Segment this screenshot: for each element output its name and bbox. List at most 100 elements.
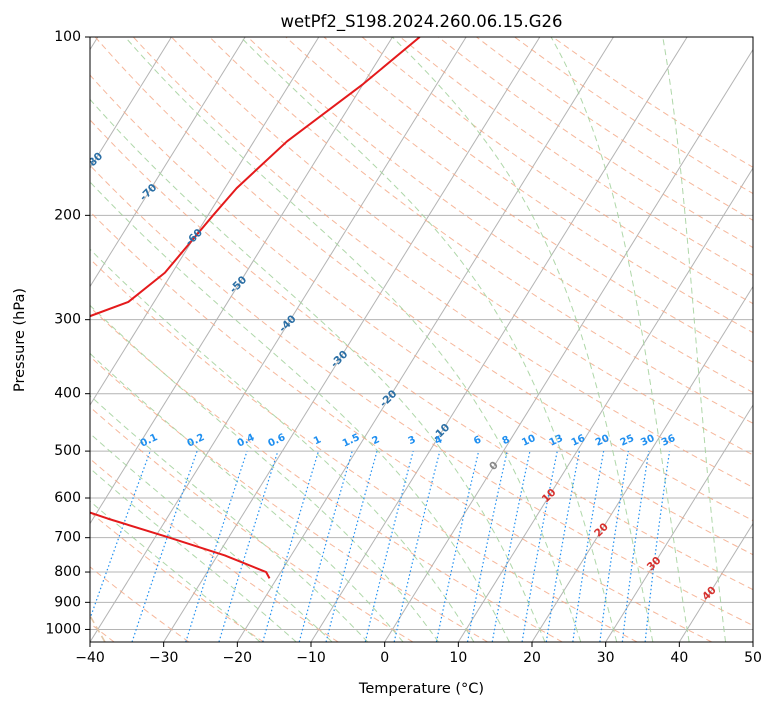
mixing-ratio-line <box>131 450 198 642</box>
moist-adiabat <box>90 304 439 642</box>
mixing-ratio-line <box>466 450 508 642</box>
isotherm-line <box>90 37 320 406</box>
plot-area <box>90 37 753 642</box>
mixing-ratio-line <box>218 450 279 642</box>
mixing-ratio-label: 20 <box>594 433 611 449</box>
mixing-ratio-line <box>644 451 671 642</box>
dry-adiabat <box>90 511 264 642</box>
mixing-ratio-line <box>298 450 353 642</box>
moist-adiabat <box>90 500 261 642</box>
mixing-ratio-label: 30 <box>639 433 656 449</box>
mixing-ratio-label: 10 <box>520 433 537 449</box>
mixing-ratio-line <box>262 450 320 642</box>
mixing-ratio-label: 13 <box>548 433 565 449</box>
mixing-ratio-label: 1 <box>312 434 323 447</box>
mixing-ratio-line <box>90 450 151 621</box>
dry-adiabat <box>90 258 638 642</box>
dry-adiabat <box>399 37 753 276</box>
moist-adiabat <box>662 37 727 642</box>
isotherm-line <box>384 48 753 642</box>
moist-adiabat <box>90 98 546 642</box>
dry-adiabat <box>94 37 753 522</box>
x-tick-label: 50 <box>744 650 762 666</box>
y-tick-label: 900 <box>54 594 81 610</box>
y-tick-label: 100 <box>54 29 81 45</box>
isotherm-line <box>90 37 246 288</box>
mixing-ratio-line <box>393 450 441 642</box>
dry-adiabat <box>285 37 753 363</box>
y-tick-label: 800 <box>54 564 81 580</box>
dry-adiabat <box>90 119 753 591</box>
mixing-ratio-line <box>599 451 629 642</box>
isotherm-line <box>236 37 614 642</box>
mixing-ratio-label: 25 <box>619 433 636 449</box>
isotherm-line <box>90 37 393 525</box>
x-tick-label: −40 <box>75 650 105 666</box>
y-tick-label: 700 <box>54 530 81 546</box>
mixing-ratio-line <box>325 450 378 642</box>
isotherm-line <box>678 522 753 642</box>
mixing-ratio-line <box>572 450 605 642</box>
mixing-ratio-label: 16 <box>570 433 587 449</box>
mixing-ratio-line <box>521 450 558 642</box>
mixing-ratio-line <box>364 450 414 642</box>
y-axis: 100 200 300 400 500 600 700 800 900 1000 <box>45 29 90 637</box>
y-tick-label: 300 <box>54 312 81 328</box>
moist-adiabat <box>90 248 475 642</box>
isotherm-line <box>605 404 753 642</box>
x-axis: −40 −30 −20 −10 0 10 20 30 40 50 <box>75 642 762 666</box>
mixing-ratio-label: 8 <box>501 434 512 447</box>
x-tick-label: −10 <box>296 650 326 666</box>
isotherm-line <box>531 285 753 642</box>
moist-adiabat <box>90 181 510 642</box>
mixing-ratio-line <box>491 450 531 642</box>
moist-adiabat <box>90 352 404 642</box>
dry-adiabat <box>323 37 753 334</box>
y-tick-label: 200 <box>54 207 81 223</box>
x-tick-label: 40 <box>670 650 688 666</box>
y-axis-label: Pressure (hPa) <box>12 288 28 392</box>
y-tick-label: 1000 <box>45 621 81 637</box>
mixing-ratio-line <box>545 450 580 642</box>
moist-adiabat <box>391 37 654 642</box>
dry-adiabat <box>132 37 753 488</box>
mixing-ratio-label: 3 <box>407 434 418 447</box>
moist-adiabat <box>550 37 690 642</box>
isotherm-line <box>457 167 753 642</box>
chart-title: wetPf2_S198.2024.260.06.15.G26 <box>280 12 562 32</box>
mixing-ratio-label: 6 <box>472 434 483 447</box>
moist-adiabat <box>90 432 333 642</box>
dry-adiabat <box>361 37 753 305</box>
isotherm-line <box>90 37 467 642</box>
mixing-ratio-label: 36 <box>660 433 677 449</box>
y-tick-label: 400 <box>54 386 81 402</box>
x-tick-label: −20 <box>223 650 253 666</box>
x-tick-label: 0 <box>380 650 389 666</box>
mixing-ratio-line <box>185 450 248 642</box>
x-axis-label: Temperature (°C) <box>358 681 484 697</box>
dry-adiabat <box>171 37 753 456</box>
isotherm-line <box>163 37 541 642</box>
isotherm-line <box>90 37 172 169</box>
moist-adiabat <box>124 37 582 642</box>
y-tick-label: 600 <box>54 490 81 506</box>
mixing-ratio-line <box>435 450 480 642</box>
mixing-ratio-label: 4 <box>433 434 444 447</box>
x-tick-label: 10 <box>449 650 467 666</box>
mixing-ratio-line <box>621 451 650 642</box>
plot-frame <box>89 36 754 643</box>
x-tick-label: 20 <box>523 650 541 666</box>
dry-adiabat <box>90 406 414 642</box>
moist-adiabat <box>90 394 369 642</box>
x-tick-label: −30 <box>149 650 179 666</box>
x-tick-label: 30 <box>597 650 615 666</box>
y-tick-label: 500 <box>54 443 81 459</box>
mixing-ratio-label: 2 <box>370 434 381 447</box>
dry-adiabat <box>90 74 753 556</box>
dry-adiabat <box>90 211 712 642</box>
moist-adiabat <box>90 467 297 642</box>
temperature-profile <box>90 37 421 579</box>
dry-adiabat <box>90 306 563 642</box>
